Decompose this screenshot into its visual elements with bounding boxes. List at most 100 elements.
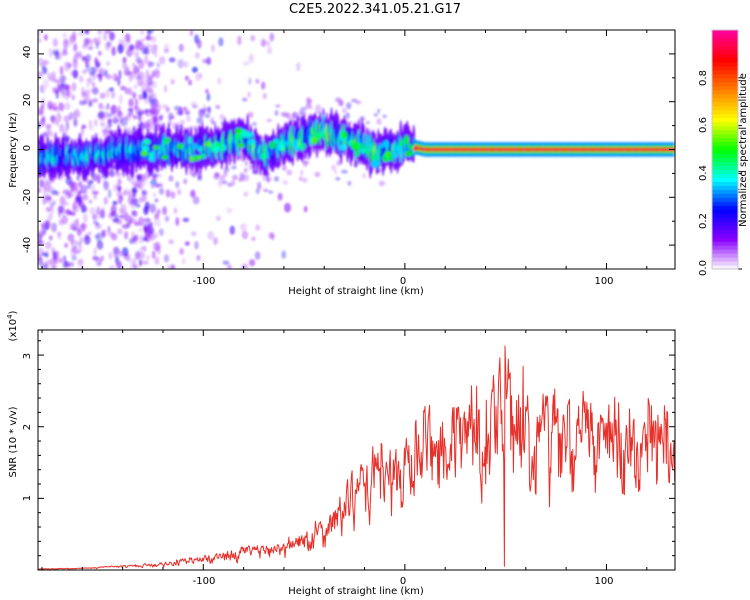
heatmap-noise-blob xyxy=(151,113,159,120)
colorbar-segment xyxy=(712,121,738,127)
colorbar-segment xyxy=(712,209,738,214)
heatmap-noise-blob xyxy=(84,56,88,66)
heatmap-noise-blob xyxy=(156,245,161,255)
colorbar-segment xyxy=(712,237,738,242)
snr-series-line xyxy=(38,345,675,570)
heatmap-blob xyxy=(247,138,255,145)
heatmap-blob xyxy=(291,139,299,147)
heatmap-noise-blob xyxy=(139,79,146,88)
heatmap-noise-blob xyxy=(347,180,352,186)
heatmap-noise-blob xyxy=(56,85,61,93)
colorbar-segment xyxy=(712,69,738,75)
heatmap-noise-blob xyxy=(69,247,77,257)
heatmap-peak-cell xyxy=(567,148,572,151)
heatmap-peak-cell xyxy=(494,148,499,151)
colorbar-segment xyxy=(712,145,738,151)
heatmap-noise-blob xyxy=(117,185,122,192)
heatmap-noise-blob xyxy=(154,183,161,188)
heatmap-noise-blob xyxy=(88,125,94,131)
heatmap-noise-blob xyxy=(127,107,134,112)
heatmap-noise-blob xyxy=(197,176,203,181)
heatmap-noise-blob xyxy=(78,53,83,59)
heatmap-noise-blob xyxy=(248,77,252,85)
colorbar-segment xyxy=(712,141,738,147)
colorbar-segment xyxy=(712,165,738,171)
heatmap-noise-blob xyxy=(58,210,62,218)
heatmap-noise-blob xyxy=(163,254,170,263)
heatmap-noise-blob xyxy=(186,114,192,123)
colorbar-tick-0.0: 0.0 xyxy=(698,260,709,276)
heatmap-noise-blob xyxy=(41,98,45,107)
heatmap-noise-blob xyxy=(47,185,55,194)
heatmap-blob xyxy=(387,155,393,161)
heatmap-noise-blob xyxy=(154,256,160,265)
heatmap-noise-blob xyxy=(142,91,147,100)
colorbar-segment xyxy=(712,77,738,83)
heatmap-noise-blob xyxy=(106,103,110,110)
heatmap-peak-cell xyxy=(603,148,608,151)
colorbar-tick-0.4: 0.4 xyxy=(698,165,709,181)
heatmap-noise-blob xyxy=(38,110,44,115)
heatmap-noise-blob xyxy=(107,231,114,237)
heatmap-peak-cell xyxy=(476,148,481,151)
colorbar-tick-0.6: 0.6 xyxy=(698,117,709,133)
heatmap-noise-blob xyxy=(255,78,260,84)
heatmap-noise-blob xyxy=(266,177,270,183)
heatmap-noise-blob xyxy=(99,69,103,74)
colorbar-segment xyxy=(712,181,738,186)
heatmap-noise-blob xyxy=(170,191,176,199)
heatmap-noise-blob xyxy=(302,160,310,165)
heatmap-noise-blob xyxy=(57,231,62,240)
colorbar-segment xyxy=(712,173,738,178)
heatmap-noise-blob xyxy=(48,235,53,241)
heatmap-noise-blob xyxy=(243,191,249,197)
heatmap-noise-blob xyxy=(163,85,168,93)
heatmap-noise-blob xyxy=(177,59,185,69)
heatmap-noise-blob xyxy=(300,107,307,111)
heatmap-blob xyxy=(140,150,148,157)
colorbar-segment xyxy=(712,97,738,103)
heatmap-peak-cell xyxy=(521,148,526,151)
heatmap-noise-blob xyxy=(62,189,70,195)
heatmap-noise-blob xyxy=(109,31,116,41)
heatmap-blob xyxy=(243,131,251,139)
heatmap-noise-blob xyxy=(183,106,187,112)
heatmap-noise-blob xyxy=(148,234,156,241)
colorbar-segment xyxy=(712,41,738,47)
heatmap-blob xyxy=(281,141,290,147)
heatmap-noise-blob xyxy=(237,35,242,46)
heatmap-noise-blob xyxy=(173,207,178,214)
heatmap-peak-cell xyxy=(449,148,454,151)
heatmap-noise-blob xyxy=(231,165,237,170)
colorbar-segment xyxy=(712,169,738,174)
heatmap-noise-blob xyxy=(38,187,42,194)
heatmap-noise-blob xyxy=(165,189,171,198)
heatmap-noise-blob xyxy=(232,174,238,181)
heatmap-noise-blob xyxy=(90,184,96,193)
heatmap-noise-blob xyxy=(152,192,156,198)
heatmap-noise-blob xyxy=(314,171,321,178)
heatmap-noise-blob xyxy=(98,260,102,267)
heatmap-noise-blob xyxy=(120,85,126,91)
heatmap-noise-blob xyxy=(338,100,344,107)
heatmap-noise-blob xyxy=(122,38,128,48)
heatmap-noise-blob xyxy=(72,32,77,38)
heatmap-noise-blob xyxy=(220,180,228,185)
heatmap-noise-blob xyxy=(298,109,304,116)
colorbar-segment xyxy=(712,45,738,51)
heatmap-noise-blob xyxy=(92,172,99,181)
heatmap-noise-blob xyxy=(137,174,142,181)
heatmap-blob xyxy=(393,152,399,158)
heatmap-noise-blob xyxy=(97,35,102,44)
heatmap-noise-blob xyxy=(249,259,256,267)
heatmap-noise-blob xyxy=(50,71,57,79)
heatmap-noise-blob xyxy=(125,222,131,229)
colorbar-segment xyxy=(712,205,738,210)
colorbar-segment xyxy=(712,61,738,67)
colorbar-segment xyxy=(712,149,738,155)
heatmap-noise-blob xyxy=(282,165,287,171)
heatmap-noise-blob xyxy=(136,46,140,55)
heatmap-noise-blob xyxy=(87,179,94,185)
heatmap-peak-cell xyxy=(430,148,436,151)
colorbar-segment xyxy=(712,57,738,63)
